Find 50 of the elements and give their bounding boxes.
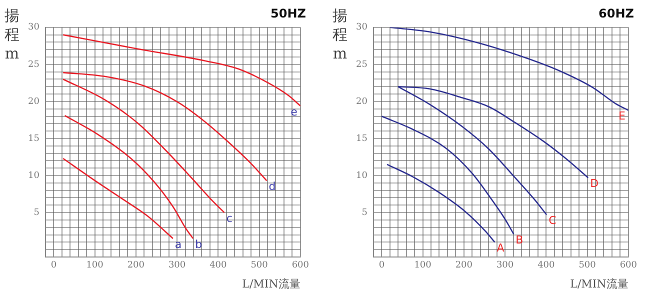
x-axis-title: L/MIN流量 <box>570 277 628 290</box>
line-series <box>64 114 194 240</box>
x-tick-label: 0 <box>50 260 57 271</box>
line-series <box>62 158 174 240</box>
chart-title: 50HZ <box>270 6 306 20</box>
y-tick-label: 15 <box>356 134 368 144</box>
series-label: d <box>268 180 276 194</box>
x-tick-label: 600 <box>292 260 310 271</box>
y-tick-label: 10 <box>356 170 368 181</box>
x-tick-label: 200 <box>127 260 145 271</box>
y-tick-label: 20 <box>356 96 368 107</box>
x-axis-title: L/MIN流量 <box>242 277 300 290</box>
x-tick-label: 0 <box>378 260 385 271</box>
y-tick-label: 10 <box>28 170 40 181</box>
chart-title: 60HZ <box>598 6 634 20</box>
y-tick-label: 25 <box>356 60 368 70</box>
series-label: a <box>174 238 182 251</box>
y-tick-label: 30 <box>28 22 40 33</box>
series-label: b <box>195 238 202 251</box>
series-label: e <box>290 105 298 118</box>
series-label: C <box>548 214 557 228</box>
series-label: B <box>516 233 524 246</box>
y-tick-label: 5 <box>362 208 368 218</box>
y-tick-label: 25 <box>28 60 40 70</box>
series-label: A <box>496 242 505 255</box>
line-series <box>381 116 514 235</box>
line-series <box>386 164 496 243</box>
line-series <box>62 72 268 182</box>
line-series <box>62 34 300 107</box>
series-label: D <box>590 177 599 190</box>
x-tick-label: 600 <box>620 260 638 271</box>
x-tick-label: 500 <box>578 260 596 271</box>
series-label: E <box>618 110 626 123</box>
x-tick-label: 300 <box>496 260 514 271</box>
x-tick-label: 100 <box>86 260 104 271</box>
y-tick-label: 5 <box>34 208 40 218</box>
line-series <box>62 78 225 214</box>
line-series <box>389 27 628 112</box>
x-tick-label: 200 <box>455 260 473 271</box>
y-tick-label: 15 <box>28 134 40 144</box>
y-tick-label: 30 <box>356 22 368 33</box>
x-tick-label: 400 <box>210 260 228 271</box>
series-label: c <box>226 212 232 225</box>
x-tick-label: 500 <box>250 260 268 271</box>
x-tick-label: 400 <box>538 260 556 271</box>
y-tick-label: 20 <box>28 96 40 107</box>
y-axis-title: 揚程m <box>332 6 348 62</box>
x-tick-label: 300 <box>168 260 186 271</box>
x-tick-label: 100 <box>414 260 432 271</box>
y-axis-title: 揚程m <box>4 6 20 62</box>
